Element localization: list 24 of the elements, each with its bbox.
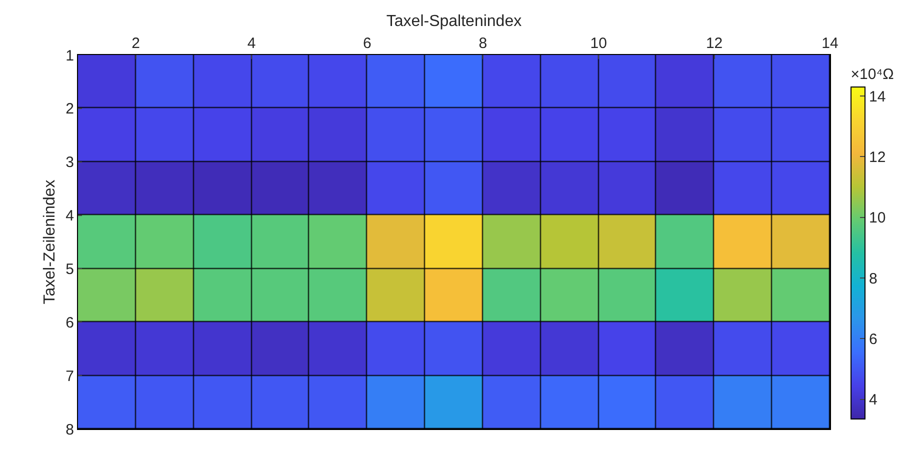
y-tick-label: 4 xyxy=(66,208,74,225)
color-bar-label: 6 xyxy=(869,330,878,348)
y-axis-title: Taxel-Zeilenindex xyxy=(42,180,59,304)
y-tick-label: 7 xyxy=(66,368,74,385)
y-tick-label: 6 xyxy=(66,314,74,332)
y-tick-label: 3 xyxy=(66,154,74,172)
x-tick-label: 6 xyxy=(363,35,372,52)
x-tick-label: 2 xyxy=(132,35,140,52)
y-tick-label: 1 xyxy=(66,47,74,64)
x-tick-label: 4 xyxy=(247,35,256,52)
x-tick-label: 12 xyxy=(706,35,723,52)
x-tick-label: 8 xyxy=(478,35,488,52)
y-tick-label: 8 xyxy=(66,421,74,438)
x-tick-label: 10 xyxy=(590,35,607,52)
x-axis-title: Taxel-Spaltenindex xyxy=(386,12,522,30)
x-tick-label: 14 xyxy=(822,35,838,52)
y-tick-label: 5 xyxy=(66,260,74,278)
color-bar-label: 12 xyxy=(869,148,886,166)
color-bar-label: 8 xyxy=(869,270,878,288)
color-bar-label: 10 xyxy=(869,210,886,227)
color-bar-label: 4 xyxy=(869,392,878,409)
color-bar-label: 14 xyxy=(869,88,886,106)
y-tick-label: 2 xyxy=(66,100,74,118)
color-bar-title: ×10⁴Ω xyxy=(850,66,894,83)
